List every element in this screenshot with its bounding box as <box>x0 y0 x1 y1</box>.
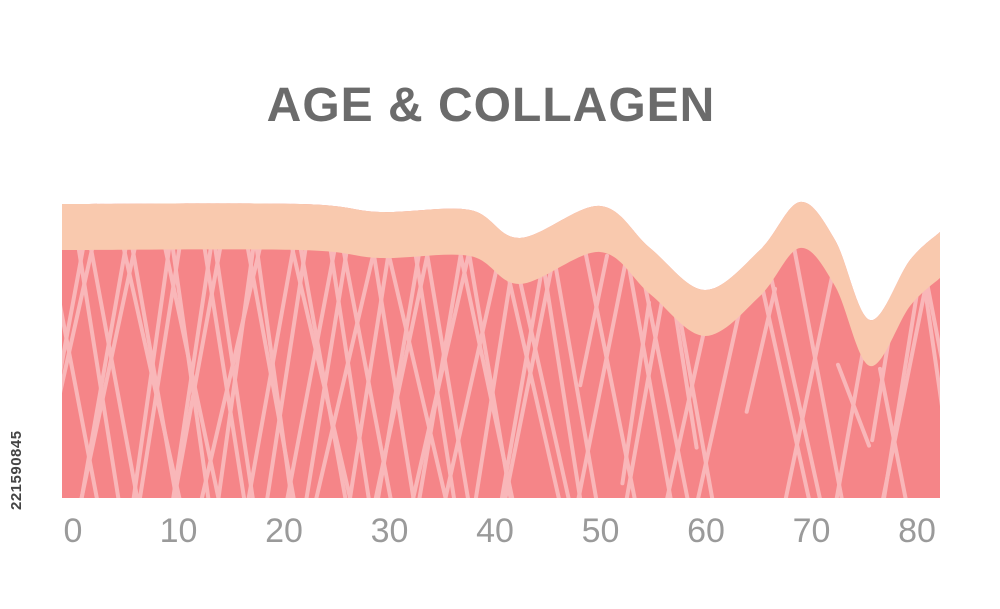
collagen-fiber <box>578 253 609 388</box>
collagen-fiber <box>131 201 178 499</box>
age-axis: 0 10 20 30 40 50 60 70 80 <box>0 512 1000 556</box>
age-tick-label: 50 <box>581 512 620 550</box>
age-tick-label: 60 <box>687 512 725 550</box>
age-tick-label: 40 <box>476 512 514 550</box>
collagen-fiber <box>195 201 247 499</box>
epidermis-layer <box>62 201 940 367</box>
collagen-fiber <box>137 201 189 499</box>
collagen-fiber <box>620 300 651 486</box>
collagen-fiber <box>920 266 940 436</box>
age-tick-label: 70 <box>792 512 831 550</box>
age-tick-label: 10 <box>159 512 198 550</box>
age-tick-label: 20 <box>265 512 303 550</box>
collagen-fiber <box>199 201 273 499</box>
collagen-fiber <box>171 201 220 499</box>
collagen-fiber <box>216 201 262 499</box>
diagram-title: AGE & COLLAGEN <box>266 79 716 132</box>
collagen-fiber <box>206 201 255 499</box>
collagen-fiber <box>744 286 777 414</box>
age-tick-label: 0 <box>63 512 83 550</box>
collagen-fiber <box>248 201 294 499</box>
collagen-fiber <box>164 201 211 499</box>
age-tick-label: 80 <box>898 512 936 550</box>
collagen-fiber <box>172 201 231 499</box>
stock-id-watermark: 221590845 <box>8 430 25 510</box>
age-tick-label: 30 <box>370 512 409 550</box>
collagen-fiber <box>953 200 1000 498</box>
